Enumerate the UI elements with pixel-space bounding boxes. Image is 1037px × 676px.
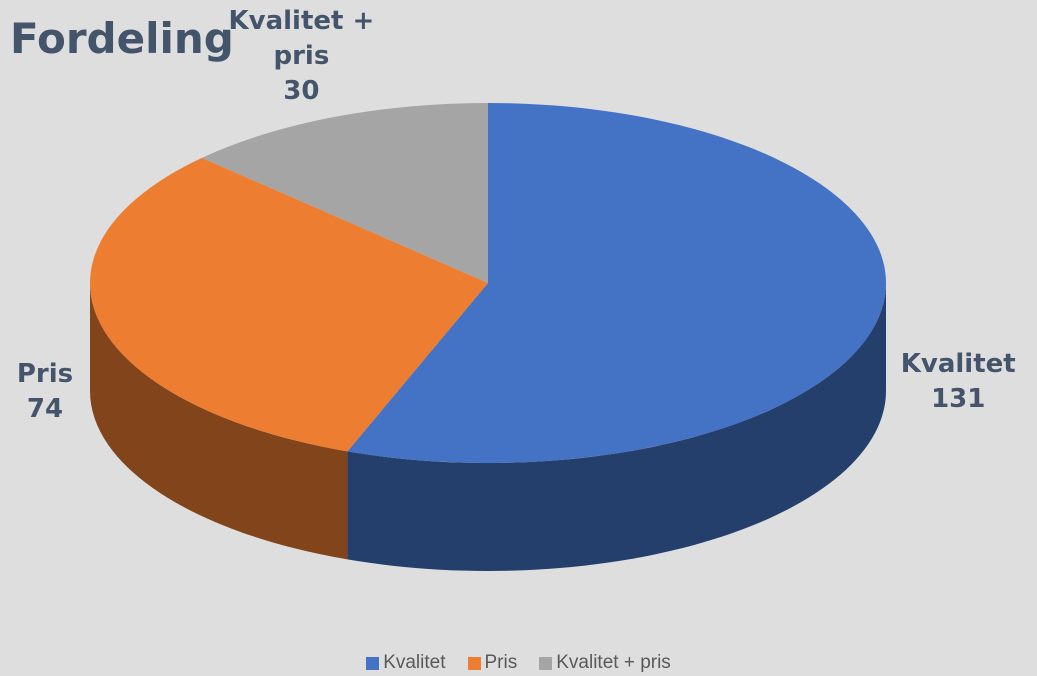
- chart-title: Fordeling: [10, 14, 234, 63]
- slice-side: [347, 283, 887, 571]
- legend-swatch: [366, 656, 380, 670]
- data-label-value: 131: [931, 383, 986, 414]
- data-label-name: Pris: [16, 358, 74, 389]
- data-label: Kvalitet 131: [878, 347, 1037, 417]
- legend-item: Kvalitet + pris: [539, 652, 671, 674]
- legend-swatch: [539, 656, 553, 670]
- slice: [201, 103, 488, 283]
- data-label-value: 74: [26, 393, 64, 424]
- slice: [89, 157, 488, 452]
- data-label-value: 30: [283, 76, 320, 106]
- slice-side: [90, 283, 348, 560]
- legend-label: Kvalitet: [383, 652, 446, 673]
- legend-label: Pris: [484, 652, 518, 673]
- data-label-name: Kvalitet: [900, 348, 1016, 379]
- data-label: Pris 74: [0, 357, 125, 427]
- data-label-name: Kvalitet + pris: [228, 6, 375, 71]
- legend-item: Pris: [467, 652, 518, 674]
- data-label: Kvalitet + pris 30: [221, 4, 381, 109]
- slice: [347, 103, 887, 463]
- legend-swatch: [467, 656, 481, 670]
- legend: Kvalitet Pris Kvalitet + pris: [0, 652, 1037, 674]
- legend-label: Kvalitet + pris: [556, 652, 671, 673]
- legend-item: Kvalitet: [366, 652, 446, 674]
